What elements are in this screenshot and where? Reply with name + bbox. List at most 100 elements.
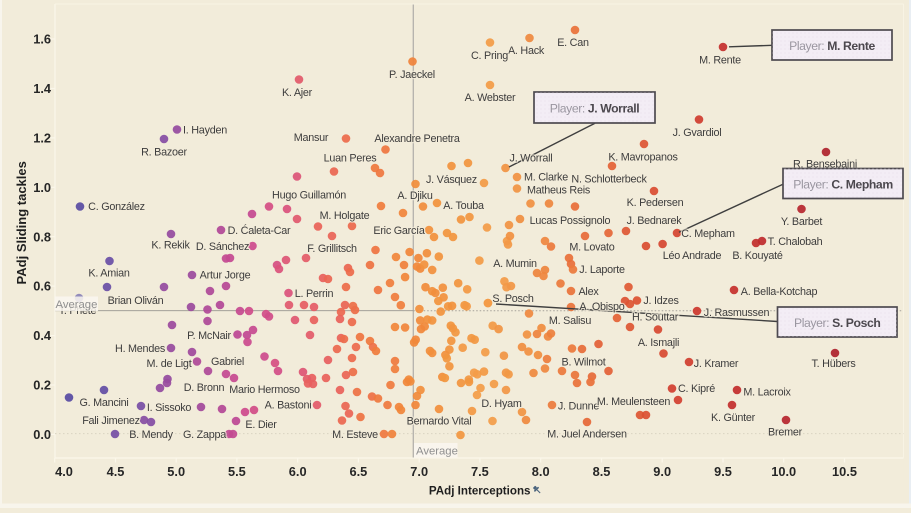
svg-text:A. Bella-Kotchap: A. Bella-Kotchap [741,286,818,298]
svg-text:Alexandre Penetra: Alexandre Penetra [374,133,459,145]
svg-text:Brian Oliván: Brian Oliván [108,295,164,307]
svg-text:C. González: C. González [88,201,145,213]
svg-text:PAdj Interceptions: PAdj Interceptions [429,484,531,497]
svg-text:Eric García: Eric García [373,225,424,237]
svg-text:1.2: 1.2 [33,131,51,146]
svg-text:I. Sissoko: I. Sissoko [147,402,192,414]
svg-text:4.0: 4.0 [55,464,73,479]
svg-text:M. Lovato: M. Lovato [569,241,614,253]
svg-text:Alex: Alex [578,286,599,298]
svg-text:B. Mendy: B. Mendy [129,429,173,441]
svg-text:Luan Peres: Luan Peres [324,152,378,164]
svg-text:A. Obispo: A. Obispo [579,301,624,313]
svg-text:Artur Jorge: Artur Jorge [200,269,251,281]
svg-text:7.0: 7.0 [410,464,428,479]
svg-text:0.4: 0.4 [33,328,52,343]
svg-text:M. Meulensteen: M. Meulensteen [597,396,671,408]
svg-text:A. Touba: A. Touba [443,200,484,212]
svg-text:8.0: 8.0 [532,464,550,479]
svg-text:9.0: 9.0 [653,464,671,479]
svg-text:G. Zappa: G. Zappa [183,429,226,441]
svg-text:J. Kramer: J. Kramer [694,358,739,370]
svg-text:10.0: 10.0 [771,464,796,479]
svg-text:K. Ajer: K. Ajer [282,87,313,99]
svg-text:D. Sánchez: D. Sánchez [196,241,249,253]
svg-text:1.4: 1.4 [33,81,52,96]
svg-text:J. Vásquez: J. Vásquez [426,174,477,186]
svg-text:A. Hack: A. Hack [508,45,545,57]
svg-text:P. McNair: P. McNair [187,330,231,342]
svg-text:C. Pring: C. Pring [471,50,508,62]
svg-text:J. Rasmussen: J. Rasmussen [704,307,770,319]
svg-text:J. Gvardiol: J. Gvardiol [673,127,722,139]
svg-text:K. Amian: K. Amian [88,267,129,279]
svg-text:8.5: 8.5 [593,464,611,479]
svg-text:J. Dunne: J. Dunne [558,400,599,412]
svg-text:K. Rekik: K. Rekik [151,239,190,251]
svg-text:5.5: 5.5 [228,464,246,479]
svg-text:M. Rente: M. Rente [699,54,741,66]
svg-text:N. Schlotterbeck: N. Schlotterbeck [571,173,647,185]
svg-text:D. Ćaleta-Car: D. Ćaleta-Car [228,224,291,237]
svg-text:R. Bazoer: R. Bazoer [141,146,187,158]
svg-text:J. Bednarek: J. Bednarek [627,215,683,227]
svg-text:G. Mancini: G. Mancini [79,397,128,409]
svg-text:Average: Average [416,446,458,458]
svg-text:D. Bronn: D. Bronn [184,382,225,394]
svg-text:K. Pedersen: K. Pedersen [627,197,684,209]
svg-text:5.0: 5.0 [167,464,185,479]
svg-text:P. Jaeckel: P. Jaeckel [389,69,435,81]
svg-text:J. Worrall: J. Worrall [510,152,553,164]
svg-text:M. de Ligt: M. de Ligt [147,358,192,370]
svg-text:J. Laporte: J. Laporte [579,264,625,276]
svg-text:C. Kipré: C. Kipré [678,383,715,395]
svg-text:M. Lacroix: M. Lacroix [743,386,791,398]
svg-text:E. Dier: E. Dier [245,419,277,431]
svg-text:H. Souttar: H. Souttar [632,311,679,323]
svg-text:C. Mepham: C. Mepham [681,228,735,240]
svg-text:M. Juel Andersen: M. Juel Andersen [547,428,627,440]
svg-text:Player: C. Mepham: Player: C. Mepham [793,177,893,191]
svg-text:M. Clarke: M. Clarke [524,171,568,183]
svg-text:1.6: 1.6 [33,32,51,47]
svg-text:Léo Andrade: Léo Andrade [663,250,722,262]
svg-text:A. Webster: A. Webster [465,92,516,104]
svg-text:E. Can: E. Can [557,37,589,49]
svg-text:Fali Jimenez: Fali Jimenez [82,415,140,427]
svg-text:Player: J. Worrall: Player: J. Worrall [550,101,639,115]
svg-text:M. Esteve: M. Esteve [332,429,378,441]
svg-text:7.5: 7.5 [471,464,489,479]
svg-text:D. Hyam: D. Hyam [481,398,521,410]
svg-text:0.0: 0.0 [33,427,51,442]
svg-text:K. Günter: K. Günter [711,412,756,424]
svg-text:I. Hayden: I. Hayden [183,124,227,136]
svg-text:J. Idzes: J. Idzes [643,295,679,307]
svg-text:0.8: 0.8 [33,229,51,244]
svg-text:Player: M. Rente: Player: M. Rente [789,39,875,53]
svg-text:L. Perrin: L. Perrin [295,288,334,300]
svg-text:Average: Average [56,299,98,311]
svg-text:0.2: 0.2 [33,378,51,393]
svg-text:6.5: 6.5 [350,464,368,479]
svg-text:M. Holgate: M. Holgate [320,210,370,222]
svg-text:B. Kouyaté: B. Kouyaté [732,250,783,262]
svg-text:Matheus Reis: Matheus Reis [527,184,591,196]
svg-text:Bernardo Vital: Bernardo Vital [407,415,472,427]
svg-text:6.0: 6.0 [289,464,307,479]
svg-text:K. Mavropanos: K. Mavropanos [608,151,678,163]
svg-text:0.6: 0.6 [33,279,51,294]
svg-text:M. Salisu: M. Salisu [549,315,591,327]
svg-text:Bremer: Bremer [768,426,803,438]
svg-text:Gabriel: Gabriel [211,356,244,368]
svg-text:S. Posch: S. Posch [492,293,533,305]
svg-text:A. Ismajli: A. Ismajli [638,337,679,349]
svg-text:A. Bastoni: A. Bastoni [265,399,312,411]
svg-text:Y. Barbet: Y. Barbet [781,216,823,228]
svg-text:Lucas Possignolo: Lucas Possignolo [530,215,611,227]
svg-text:A. Djiku: A. Djiku [397,190,432,202]
svg-text:Player: S. Posch: Player: S. Posch [794,316,880,330]
svg-text:PAdj Sliding tackles: PAdj Sliding tackles [14,161,29,284]
svg-text:Hugo Guillamón: Hugo Guillamón [272,189,346,201]
svg-text:B. Wilmot: B. Wilmot [562,356,606,368]
svg-text:1.0: 1.0 [33,180,51,195]
